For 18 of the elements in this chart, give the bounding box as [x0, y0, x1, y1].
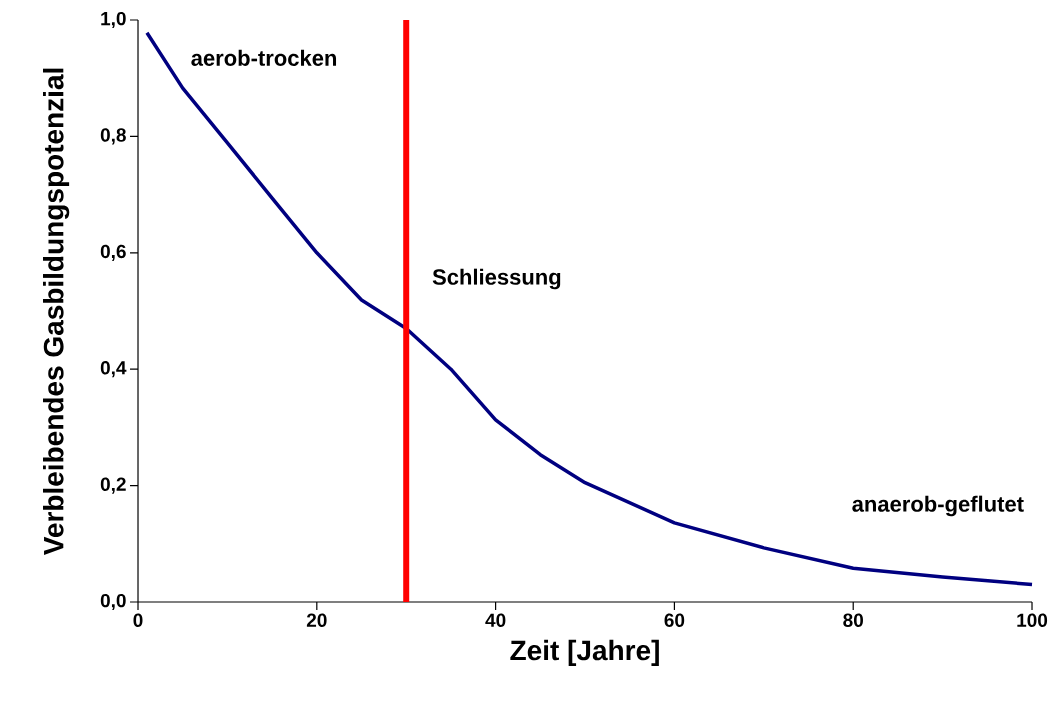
x-tick-label: 80 [843, 613, 863, 627]
y-tick-label: 0,6 [100, 244, 126, 261]
x-tick-label: 20 [306, 613, 327, 627]
annotation: aerob-trocken [191, 49, 337, 66]
y-tick-label: 0,8 [100, 128, 126, 145]
x-tick-label: 0 [133, 613, 143, 627]
annotation: anaerob-geflutet [852, 495, 1024, 517]
ref-line-label: Schliessung [432, 268, 561, 290]
y-tick-label: 0,2 [100, 477, 126, 494]
y-tick-label: 1,0 [101, 11, 126, 29]
x-tick-label: 60 [664, 613, 685, 627]
y-tick-label: 0,0 [100, 593, 126, 611]
y-tick-label: 0,4 [100, 361, 127, 378]
x-tick-label: 100 [1017, 613, 1048, 627]
x-tick-label: 40 [485, 613, 506, 627]
line-series [145, 31, 1034, 587]
y-axis-title: Verbleibendes Gasbildungspotenzial [43, 68, 70, 556]
x-axis-title: Zeit [Jahre] [510, 639, 659, 666]
